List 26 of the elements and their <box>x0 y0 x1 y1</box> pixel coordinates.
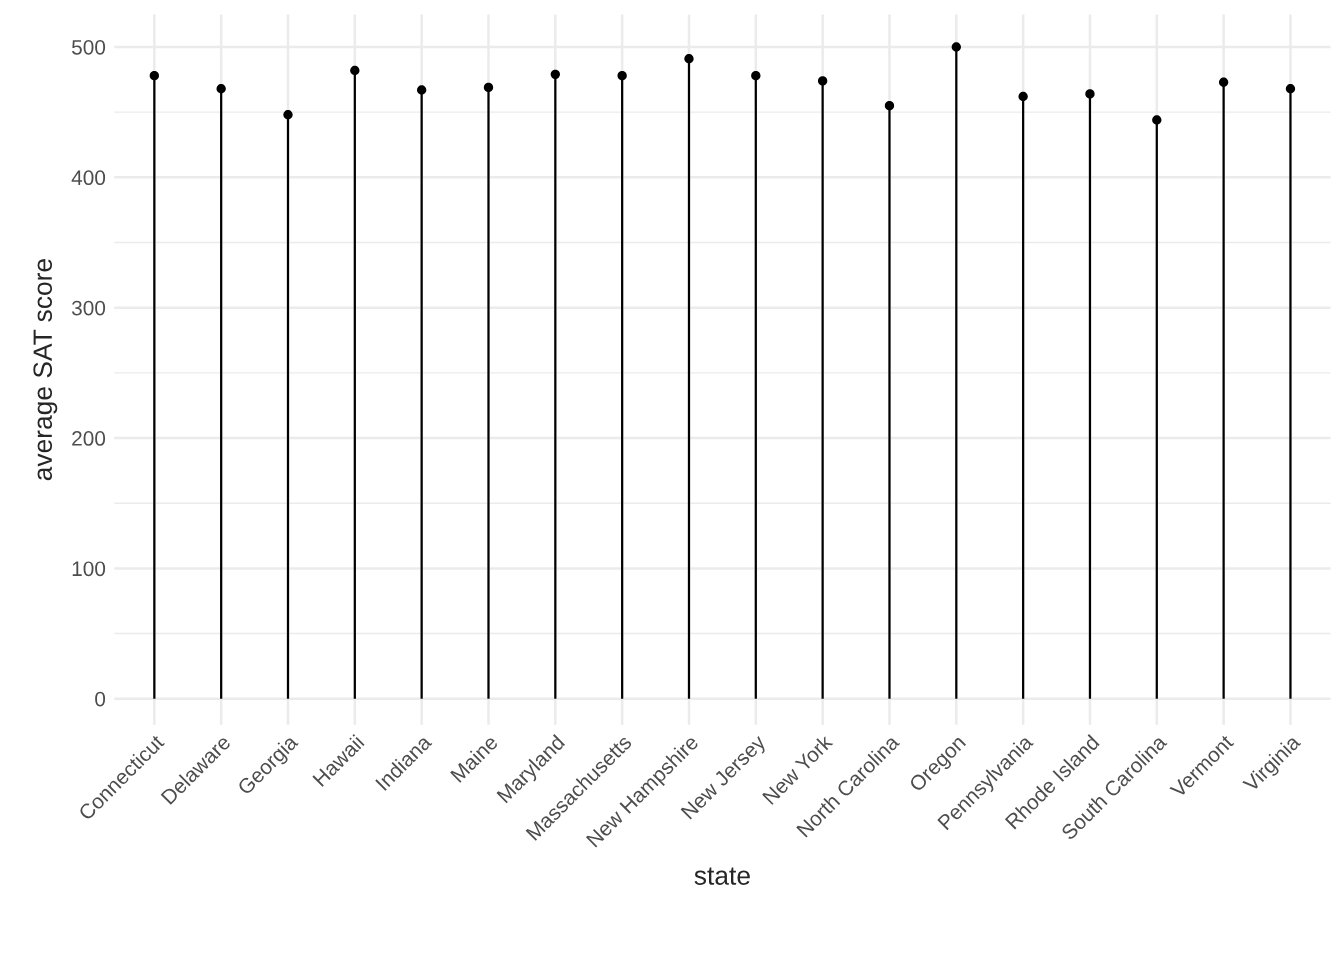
y-tick-label: 500 <box>71 39 106 55</box>
point <box>617 71 627 81</box>
x-axis-title: state <box>694 867 750 885</box>
point <box>483 82 494 93</box>
point <box>550 69 560 80</box>
y-tick-label: 400 <box>71 170 106 186</box>
point <box>1085 89 1095 99</box>
point <box>884 100 895 111</box>
point <box>751 71 761 81</box>
point <box>216 84 226 94</box>
y-tick-label: 100 <box>72 561 106 577</box>
point <box>1018 91 1028 102</box>
point <box>1152 115 1162 125</box>
point <box>149 71 159 81</box>
point <box>1218 77 1229 87</box>
point <box>684 54 694 64</box>
point <box>817 76 828 86</box>
point <box>417 85 427 95</box>
point <box>1285 84 1296 94</box>
point <box>350 65 360 76</box>
point <box>951 42 961 52</box>
y-tick-label: 0 <box>95 691 106 707</box>
y-axis-title: average SAT score <box>33 259 58 481</box>
y-tick-label: 300 <box>71 300 106 316</box>
y-tick-label: 200 <box>72 431 106 446</box>
point <box>283 110 293 120</box>
